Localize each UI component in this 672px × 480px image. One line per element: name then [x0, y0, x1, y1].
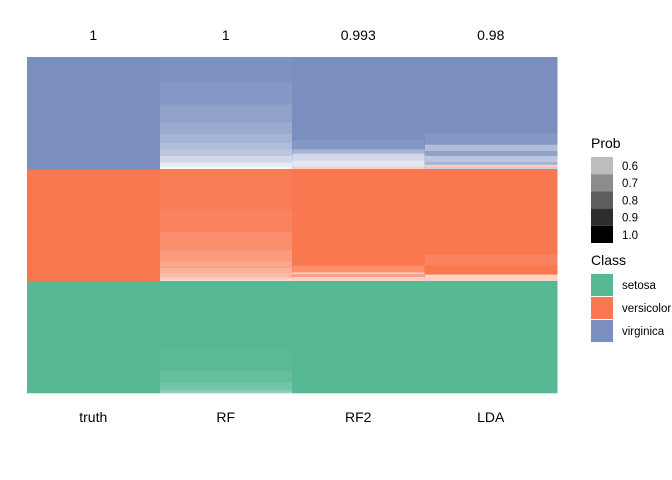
cell-RF-setosa — [159, 388, 293, 392]
cell-RF-virginica — [159, 104, 293, 123]
cell-RF2-versicolor — [292, 169, 425, 266]
cell-RF2-virginica — [292, 148, 425, 154]
accuracy-label: 0.98 — [477, 27, 504, 43]
cell-truth-setosa — [27, 281, 160, 394]
accuracy-label: 1 — [222, 27, 230, 43]
cell-RF-virginica — [159, 81, 293, 105]
legend-prob-title: Prob — [591, 135, 621, 151]
cell-RF-versicolor — [159, 267, 293, 273]
legend-class-label: virginica — [622, 326, 665, 338]
cell-LDA-versicolor — [424, 274, 558, 282]
cell-RF-setosa — [159, 390, 293, 394]
cell-LDA-virginica — [424, 151, 558, 156]
cell-RF-versicolor — [159, 249, 293, 262]
cell-RF-setosa — [159, 381, 293, 389]
cell-LDA-virginica — [424, 133, 558, 145]
cell-RF2-virginica — [292, 57, 425, 141]
legend-class-title: Class — [591, 252, 626, 268]
cell-RF-virginica — [159, 133, 293, 143]
cell-RF2-versicolor — [292, 265, 425, 273]
cell-RF-virginica — [159, 162, 293, 168]
cell-RF-virginica — [159, 142, 293, 150]
column-label: RF — [216, 409, 235, 425]
cell-truth-virginica — [27, 57, 160, 170]
cell-RF2-virginica — [292, 139, 425, 150]
legend: Prob 0.6 0.7 0.8 0.9 1.0 Class setosa versico… — [591, 135, 671, 342]
legend-prob-label: 0.6 — [622, 161, 638, 173]
legend-class-key-versicolor — [591, 297, 613, 319]
legend-prob-key — [591, 225, 613, 243]
cell-truth-versicolor — [27, 169, 160, 282]
cell-LDA-virginica — [424, 166, 558, 170]
cell-RF-versicolor — [159, 231, 293, 250]
cell-RF-versicolor — [159, 278, 293, 282]
cell-RF-virginica — [159, 166, 293, 170]
accuracy-label: 1 — [89, 27, 97, 43]
legend-class-key-setosa — [591, 274, 613, 296]
cell-LDA-virginica — [424, 57, 558, 134]
cell-RF-setosa — [159, 281, 293, 349]
cell-RF-setosa — [159, 348, 293, 371]
legend-class-key-virginica — [591, 320, 613, 342]
legend-class-label: setosa — [622, 280, 656, 292]
cell-LDA-virginica — [424, 155, 558, 163]
column-label: LDA — [477, 409, 505, 425]
accuracy-label: 0.993 — [341, 27, 376, 43]
column-label: RF2 — [345, 409, 372, 425]
cell-RF-versicolor — [159, 209, 293, 233]
legend-prob-label: 0.7 — [622, 178, 638, 190]
cell-LDA-versicolor — [424, 254, 558, 266]
cell-RF-virginica — [159, 155, 293, 163]
cell-RF-versicolor — [159, 276, 293, 280]
cell-LDA-setosa — [424, 281, 558, 394]
cell-RF-virginica — [159, 148, 293, 156]
cell-RF2-versicolor — [292, 276, 425, 282]
cell-RF2-versicolor — [292, 166, 425, 170]
legend-class-label: versicolor — [622, 303, 671, 315]
cell-RF2-virginica — [292, 153, 425, 161]
cell-LDA-versicolor — [424, 169, 558, 255]
cell-RF-virginica — [159, 121, 293, 134]
legend-prob-label: 0.9 — [622, 213, 638, 225]
legend-prob-label: 1.0 — [622, 230, 638, 242]
legend-prob-key — [591, 174, 613, 192]
cell-RF2-virginica — [292, 160, 425, 168]
cell-LDA-versicolor — [424, 164, 558, 168]
cell-LDA-virginica — [424, 144, 558, 152]
cell-RF2-setosa — [292, 281, 425, 394]
cell-RF-versicolor — [159, 169, 293, 210]
column-label: truth — [79, 409, 107, 425]
cell-RF2-versicolor — [292, 274, 425, 277]
cell-LDA-virginica — [424, 162, 558, 165]
cell-LDA-versicolor — [424, 265, 558, 275]
cell-RF-setosa — [159, 370, 293, 383]
cell-RF-versicolor — [159, 272, 293, 277]
legend-prob-key — [591, 157, 613, 175]
legend-prob-label: 0.8 — [622, 195, 638, 207]
legend-prob-key — [591, 191, 613, 209]
cell-RF2-versicolor — [292, 272, 425, 275]
legend-prob-key — [591, 208, 613, 226]
cell-RF-virginica — [159, 57, 293, 82]
cell-RF-versicolor — [159, 260, 293, 268]
